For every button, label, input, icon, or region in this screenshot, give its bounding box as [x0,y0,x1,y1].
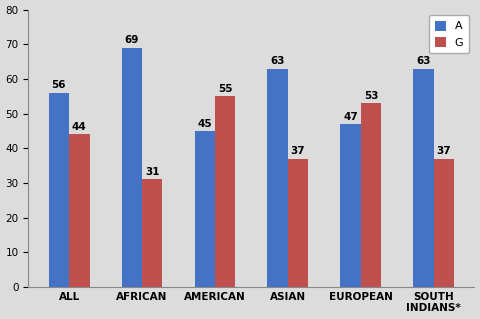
Text: 63: 63 [416,56,431,66]
Text: 44: 44 [72,122,87,132]
Text: 37: 37 [437,146,451,156]
Bar [288,159,308,287]
Bar [194,131,215,287]
Bar [413,69,434,287]
Text: 45: 45 [197,118,212,129]
Text: 56: 56 [52,80,66,90]
Text: 53: 53 [364,91,378,101]
Bar [434,159,454,287]
Legend: A, G: A, G [429,15,469,53]
Bar [48,93,69,287]
Text: 69: 69 [125,35,139,45]
Bar [142,180,162,287]
Bar [267,69,288,287]
Text: 55: 55 [218,84,232,94]
Bar [361,103,381,287]
Text: 31: 31 [145,167,159,177]
Text: 63: 63 [270,56,285,66]
Text: 47: 47 [343,112,358,122]
Text: 37: 37 [291,146,305,156]
Bar [121,48,142,287]
Bar [215,96,235,287]
Bar [340,124,361,287]
Bar [69,134,89,287]
